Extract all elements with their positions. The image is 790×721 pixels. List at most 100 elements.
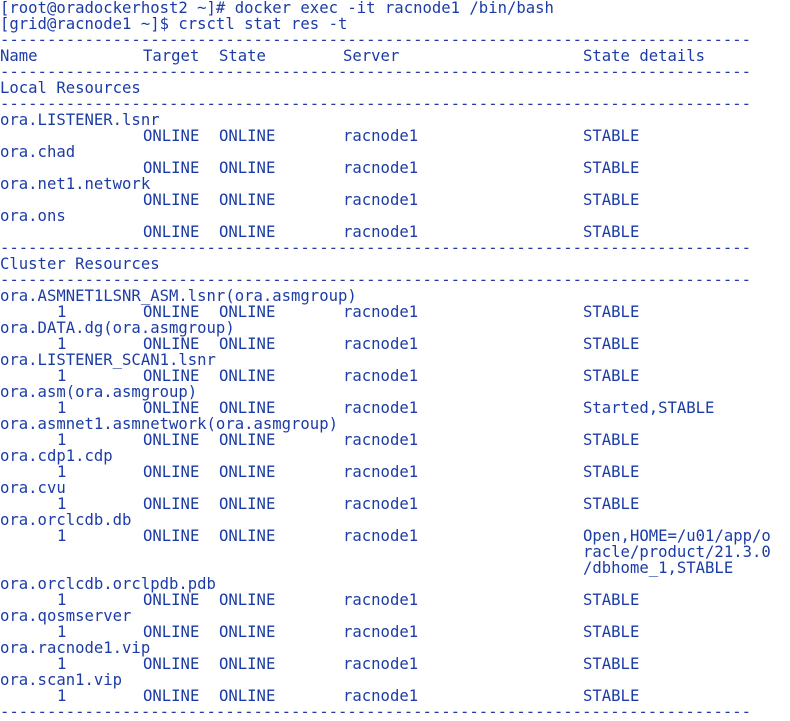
server: racnode1 <box>343 191 419 209</box>
target: ONLINE <box>143 335 200 353</box>
column-header: Server <box>343 47 400 65</box>
instance: 1 <box>57 495 67 513</box>
state: ONLINE <box>219 527 276 545</box>
target: ONLINE <box>143 367 200 385</box>
state-details: STABLE <box>583 431 640 449</box>
resource-name: ora.cdp1.cdp <box>0 447 113 465</box>
state-details: STABLE <box>583 223 640 241</box>
state: ONLINE <box>219 687 276 705</box>
target: ONLINE <box>143 127 200 145</box>
state: ONLINE <box>219 463 276 481</box>
state: ONLINE <box>219 431 276 449</box>
state-details: racle/product/21.3.0 <box>583 543 771 561</box>
state: ONLINE <box>219 623 276 641</box>
state: ONLINE <box>219 191 276 209</box>
resource-name: ora.ASMNET1LSNR_ASM.lsnr(ora.asmgroup) <box>0 287 357 305</box>
state-details: STABLE <box>583 687 640 705</box>
state-details: STABLE <box>583 495 640 513</box>
state: ONLINE <box>219 223 276 241</box>
separator: ----------------------------------------… <box>0 271 752 289</box>
resource-name: ora.orclcdb.db <box>0 511 132 529</box>
separator: ----------------------------------------… <box>0 63 752 81</box>
instance: 1 <box>57 303 67 321</box>
command-line: [root@oradockerhost2 ~]# docker exec -it… <box>0 0 554 17</box>
separator: ----------------------------------------… <box>0 703 752 721</box>
state: ONLINE <box>219 159 276 177</box>
instance: 1 <box>57 623 67 641</box>
instance: 1 <box>57 367 67 385</box>
target: ONLINE <box>143 687 200 705</box>
section-title: Cluster Resources <box>0 255 160 273</box>
state-details: STABLE <box>583 335 640 353</box>
state: ONLINE <box>219 127 276 145</box>
state-details: /dbhome_1,STABLE <box>583 559 734 577</box>
server: racnode1 <box>343 495 419 513</box>
target: ONLINE <box>143 159 200 177</box>
server: racnode1 <box>343 303 419 321</box>
target: ONLINE <box>143 495 200 513</box>
target: ONLINE <box>143 623 200 641</box>
instance: 1 <box>57 399 67 417</box>
state: ONLINE <box>219 303 276 321</box>
state-details: STABLE <box>583 191 640 209</box>
state: ONLINE <box>219 335 276 353</box>
resource-name: ora.cvu <box>0 479 66 497</box>
target: ONLINE <box>143 527 200 545</box>
target: ONLINE <box>143 655 200 673</box>
state-details: Open,HOME=/u01/app/o <box>583 527 771 545</box>
instance: 1 <box>57 655 67 673</box>
server: racnode1 <box>343 687 419 705</box>
server: racnode1 <box>343 463 419 481</box>
server: racnode1 <box>343 127 419 145</box>
separator: ----------------------------------------… <box>0 239 752 257</box>
server: racnode1 <box>343 623 419 641</box>
resource-name: ora.LISTENER.lsnr <box>0 111 160 129</box>
target: ONLINE <box>143 463 200 481</box>
server: racnode1 <box>343 591 419 609</box>
resource-name: ora.ons <box>0 207 66 225</box>
target: ONLINE <box>143 303 200 321</box>
column-header: Name <box>0 47 38 65</box>
state: ONLINE <box>219 495 276 513</box>
section-title: Local Resources <box>0 79 141 97</box>
resource-name: ora.scan1.vip <box>0 671 123 689</box>
column-header: Target <box>143 47 200 65</box>
state-details: STABLE <box>583 159 640 177</box>
instance: 1 <box>57 335 67 353</box>
server: racnode1 <box>343 431 419 449</box>
resource-name: ora.asmnet1.asmnetwork(ora.asmgroup) <box>0 415 338 433</box>
state-details: STABLE <box>583 463 640 481</box>
target: ONLINE <box>143 431 200 449</box>
server: racnode1 <box>343 223 419 241</box>
instance: 1 <box>57 687 67 705</box>
server: racnode1 <box>343 159 419 177</box>
target: ONLINE <box>143 223 200 241</box>
server: racnode1 <box>343 399 419 417</box>
resource-name: ora.net1.network <box>0 175 151 193</box>
server: racnode1 <box>343 335 419 353</box>
instance: 1 <box>57 431 67 449</box>
state: ONLINE <box>219 367 276 385</box>
state-details: STABLE <box>583 623 640 641</box>
target: ONLINE <box>143 191 200 209</box>
server: racnode1 <box>343 655 419 673</box>
state-details: STABLE <box>583 127 640 145</box>
resource-name: ora.DATA.dg(ora.asmgroup) <box>0 319 235 337</box>
state-details: Started,STABLE <box>583 399 715 417</box>
server: racnode1 <box>343 527 419 545</box>
separator: ----------------------------------------… <box>0 31 752 49</box>
command-line: [grid@racnode1 ~]$ crsctl stat res -t <box>0 15 348 33</box>
resource-name: ora.chad <box>0 143 76 161</box>
instance: 1 <box>57 591 67 609</box>
instance: 1 <box>57 463 67 481</box>
state-details: STABLE <box>583 655 640 673</box>
target: ONLINE <box>143 591 200 609</box>
resource-name: ora.LISTENER_SCAN1.lsnr <box>0 351 216 369</box>
separator: ----------------------------------------… <box>0 95 752 113</box>
resource-name: ora.orclcdb.orclpdb.pdb <box>0 575 216 593</box>
state-details: STABLE <box>583 303 640 321</box>
state-details: STABLE <box>583 591 640 609</box>
resource-name: ora.qosmserver <box>0 607 132 625</box>
target: ONLINE <box>143 399 200 417</box>
